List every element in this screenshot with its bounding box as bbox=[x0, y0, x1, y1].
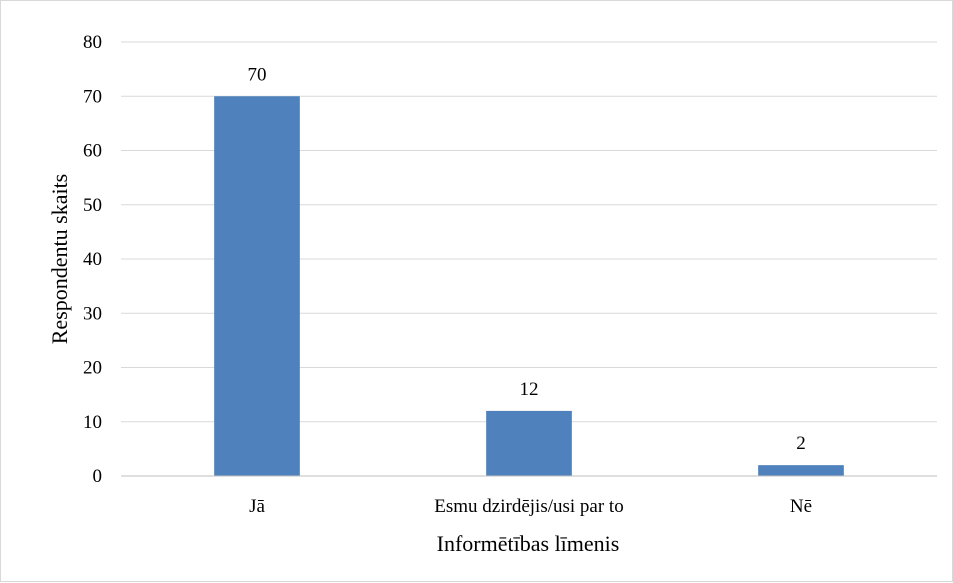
data-label: 12 bbox=[520, 379, 539, 400]
y-tick-label: 30 bbox=[83, 303, 102, 324]
y-tick-label: 0 bbox=[93, 466, 103, 487]
y-axis-title: Respondentu skaits bbox=[47, 174, 72, 345]
x-category-label: Nē bbox=[790, 496, 812, 517]
data-label: 2 bbox=[796, 433, 806, 454]
y-tick-label: 10 bbox=[83, 412, 102, 433]
y-tick-label: 50 bbox=[83, 195, 102, 216]
x-category-label: Jā bbox=[249, 496, 265, 517]
bar bbox=[214, 96, 300, 476]
y-tick-label: 70 bbox=[83, 86, 102, 107]
y-tick-label: 60 bbox=[83, 141, 102, 162]
y-tick-label: 20 bbox=[83, 358, 102, 379]
data-label: 70 bbox=[248, 64, 267, 85]
bar bbox=[486, 410, 572, 476]
labels: 0 10 20 30 40 50 60 70 80 70 Jā 12 Esmu dzirdējis/us… bbox=[83, 32, 812, 517]
x-axis-title: Informētības līmenis bbox=[437, 531, 620, 556]
y-tick-label: 80 bbox=[83, 32, 102, 53]
bars bbox=[214, 96, 844, 476]
bar bbox=[758, 465, 844, 476]
x-category-label: Esmu dzirdējis/usi par to bbox=[434, 496, 623, 517]
y-tick-label: 40 bbox=[83, 249, 102, 270]
